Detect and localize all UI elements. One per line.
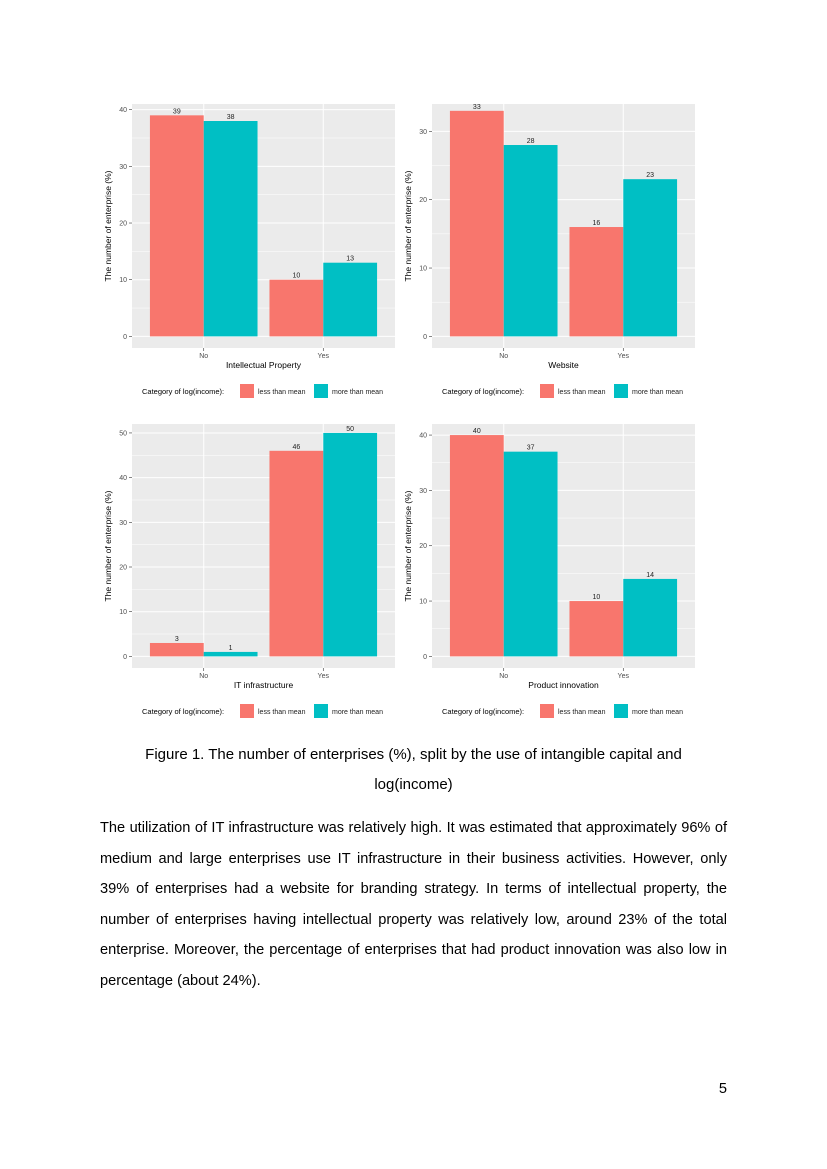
bar-data-label: 50 bbox=[346, 426, 354, 433]
y-tick-label: 20 bbox=[419, 197, 427, 204]
legend-key-less-than-mean bbox=[540, 384, 554, 398]
x-tick-label: Yes bbox=[318, 673, 330, 680]
x-axis-title: Product innovation bbox=[528, 680, 599, 690]
body-paragraph: The utilization of IT infrastructure was… bbox=[100, 820, 727, 989]
x-axis-title: Intellectual Property bbox=[226, 360, 302, 370]
y-tick-label: 10 bbox=[119, 609, 127, 616]
bar-more-than-mean bbox=[623, 578, 678, 657]
y-tick-label: 10 bbox=[419, 599, 427, 606]
bar-data-label: 46 bbox=[292, 444, 300, 451]
bar-less-than-mean bbox=[269, 279, 324, 337]
legend-title: Category of log(income): bbox=[142, 707, 224, 716]
bar-data-label: 33 bbox=[473, 104, 481, 111]
bar-data-label: 10 bbox=[592, 594, 600, 601]
chart-intellectual-property: 0 10 20 30 40 No 39 38 Yes 10 13 Intellectual Prope… bbox=[100, 100, 410, 400]
legend-key-more-than-mean bbox=[614, 704, 628, 718]
y-tick-label: 0 bbox=[123, 334, 127, 341]
y-tick-label: 0 bbox=[423, 334, 427, 341]
bar-data-label: 38 bbox=[227, 114, 235, 121]
y-tick-label: 10 bbox=[119, 277, 127, 284]
x-tick-label: Yes bbox=[618, 353, 630, 360]
bar-less-than-mean bbox=[449, 110, 504, 337]
y-tick-label: 40 bbox=[119, 475, 127, 482]
legend-key-less-than-mean bbox=[240, 704, 254, 718]
bar-less-than-mean bbox=[149, 642, 204, 657]
bar-data-label: 1 bbox=[229, 645, 233, 652]
bar-data-label: 37 bbox=[527, 445, 535, 452]
y-tick-label: 30 bbox=[119, 164, 127, 171]
y-tick-label: 0 bbox=[423, 654, 427, 661]
y-tick-label: 20 bbox=[419, 543, 427, 550]
y-tick-label: 30 bbox=[119, 520, 127, 527]
caption-line-2: log(income) bbox=[374, 776, 453, 793]
bar-data-label: 23 bbox=[646, 172, 654, 179]
y-axis-title: The number of enterprise (%) bbox=[403, 170, 413, 281]
bar-data-label: 3 bbox=[175, 636, 179, 643]
legend-label: less than mean bbox=[258, 709, 306, 716]
bar-data-label: 13 bbox=[346, 256, 354, 263]
x-tick-label: Yes bbox=[318, 353, 330, 360]
legend-label: more than mean bbox=[332, 709, 383, 716]
bar-more-than-mean bbox=[203, 651, 258, 657]
x-axis-title: Website bbox=[548, 360, 579, 370]
y-tick-label: 10 bbox=[419, 266, 427, 273]
bar-more-than-mean bbox=[323, 432, 378, 657]
bar-more-than-mean bbox=[503, 451, 558, 657]
page-number: 5 bbox=[718, 1081, 727, 1097]
bar-more-than-mean bbox=[623, 179, 678, 337]
x-tick-label: No bbox=[499, 353, 508, 360]
bar-data-label: 14 bbox=[646, 572, 654, 579]
x-axis-title: IT infrastructure bbox=[234, 680, 294, 690]
bar-more-than-mean bbox=[323, 262, 378, 337]
legend-title: Category of log(income): bbox=[442, 707, 524, 716]
bar-data-label: 40 bbox=[473, 428, 481, 435]
legend-key-less-than-mean bbox=[240, 384, 254, 398]
legend-label: more than mean bbox=[332, 389, 383, 396]
bar-less-than-mean bbox=[449, 435, 504, 657]
x-tick-label: Yes bbox=[618, 673, 630, 680]
caption-line-1: Figure 1. The number of enterprises (%),… bbox=[145, 746, 682, 763]
legend-key-more-than-mean bbox=[314, 704, 328, 718]
legend-label: more than mean bbox=[632, 389, 683, 396]
bar-less-than-mean bbox=[569, 227, 624, 337]
y-tick-label: 40 bbox=[119, 107, 127, 114]
y-axis-title: The number of enterprise (%) bbox=[103, 170, 113, 281]
legend-title: Category of log(income): bbox=[142, 387, 224, 396]
bar-data-label: 16 bbox=[592, 220, 600, 227]
figure-caption: Figure 1. The number of enterprises (%),… bbox=[100, 740, 727, 800]
bar-less-than-mean bbox=[269, 450, 324, 657]
chart-product-innovation: 0 10 20 30 40 No 40 37 Yes 10 14 Product innovation… bbox=[400, 420, 710, 720]
legend-key-more-than-mean bbox=[614, 384, 628, 398]
y-tick-label: 0 bbox=[123, 654, 127, 661]
x-tick-label: No bbox=[499, 673, 508, 680]
x-tick-label: No bbox=[199, 353, 208, 360]
chart-website: 0 10 20 30 No 33 28 Yes 16 23 Website The number of… bbox=[400, 100, 710, 400]
x-tick-label: No bbox=[199, 673, 208, 680]
y-tick-label: 30 bbox=[419, 129, 427, 136]
bar-more-than-mean bbox=[503, 145, 558, 337]
legend-label: less than mean bbox=[558, 389, 606, 396]
y-tick-label: 30 bbox=[419, 488, 427, 495]
bar-more-than-mean bbox=[203, 121, 258, 337]
bar-less-than-mean bbox=[569, 601, 624, 657]
y-tick-label: 20 bbox=[119, 565, 127, 572]
chart-it-infrastructure: 0 10 20 30 40 50 No 3 1 Yes 46 50 IT infrastructure T… bbox=[100, 420, 410, 720]
y-tick-label: 40 bbox=[419, 433, 427, 440]
legend-label: more than mean bbox=[632, 709, 683, 716]
bar-data-label: 28 bbox=[527, 138, 535, 145]
y-axis-title: The number of enterprise (%) bbox=[403, 490, 413, 601]
bar-data-label: 39 bbox=[173, 108, 181, 115]
legend-key-more-than-mean bbox=[314, 384, 328, 398]
y-tick-label: 20 bbox=[119, 221, 127, 228]
legend-label: less than mean bbox=[558, 709, 606, 716]
legend-key-less-than-mean bbox=[540, 704, 554, 718]
y-tick-label: 50 bbox=[119, 430, 127, 437]
legend-label: less than mean bbox=[258, 389, 306, 396]
bar-data-label: 10 bbox=[292, 273, 300, 280]
y-axis-title: The number of enterprise (%) bbox=[103, 490, 113, 601]
bar-less-than-mean bbox=[149, 115, 204, 337]
legend-title: Category of log(income): bbox=[442, 387, 524, 396]
